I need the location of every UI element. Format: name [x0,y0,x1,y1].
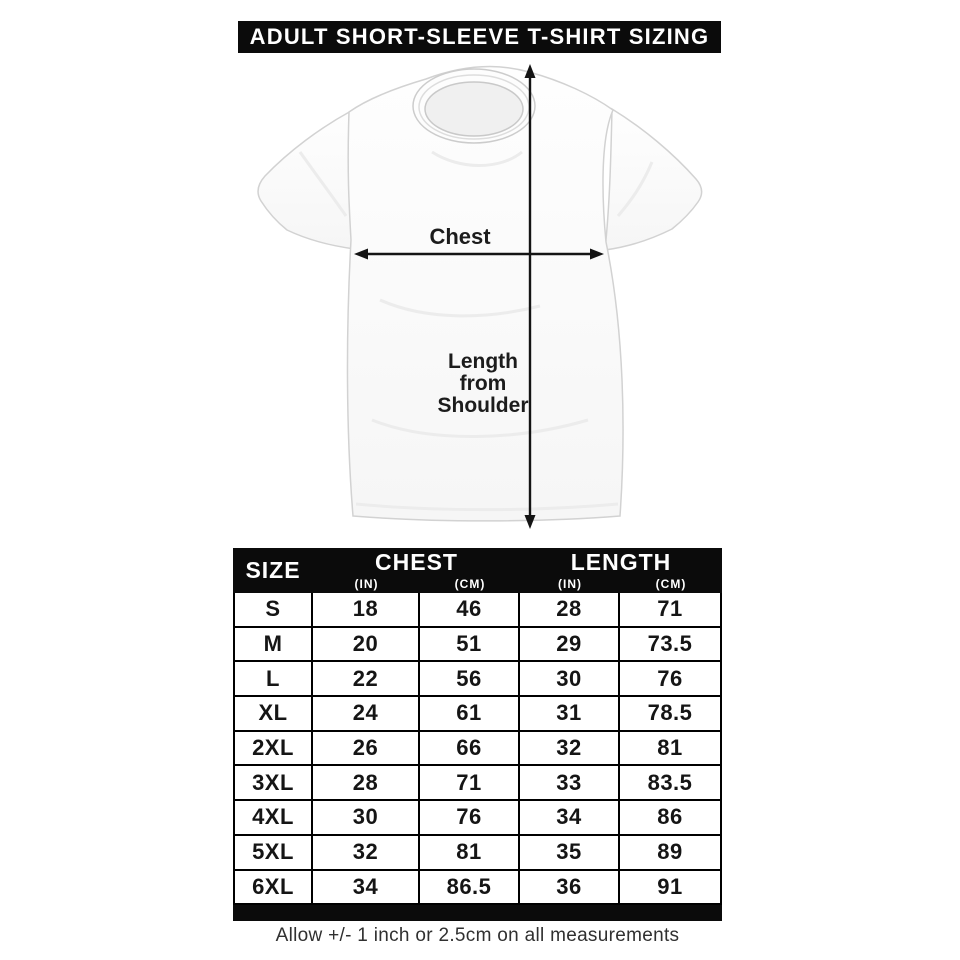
title-bar: ADULT SHORT-SLEEVE T-SHIRT SIZING [238,21,721,53]
value-cell: 66 [420,731,520,765]
value-cell: 89 [657,839,683,865]
length-label-line-2: from [460,372,507,395]
value-cell: 31 [520,697,620,730]
unit-chest-in: (IN) [354,576,379,591]
value-cell: 81 [657,735,683,761]
shirt-wrinkles [298,150,654,512]
size-cell: 6XL [235,870,313,904]
size-cell: L [235,662,313,696]
value-cell: 86.5 [420,870,520,904]
shirt-sleeve-right-shape [604,107,703,251]
table-header: SIZE CHEST LENGTH (IN) (CM) (IN) (CM) [233,548,722,593]
value-cell: 33 [520,766,620,800]
table-bottom-bar [233,905,722,922]
value-cell: 71 [657,596,683,622]
chest-label: Chest [429,224,491,249]
header-chest: CHEST [375,549,458,575]
shirt-body-shape [346,65,624,522]
header-size: SIZE [245,557,301,583]
value-cell: 51 [420,627,520,661]
value-cell: 18 [313,593,420,626]
length-label-line-1: Length [448,350,518,373]
table-row: 3XL 28 71 33 83.5 [235,766,720,802]
size-cell: M [235,627,313,661]
unit-length-cm: (CM) [655,576,687,591]
size-cell: XL [235,697,313,730]
table-row: 4XL 30 76 34 86 [235,801,720,836]
value-cell: 32 [520,731,620,765]
value-cell: 83.5 [647,769,693,795]
value-cell: 73.5 [647,631,693,657]
table-body: S 18 46 28 71 M 20 51 29 73.5 L 22 56 30 76 XL 24 61 31 78.… [233,593,722,906]
table-row: XL 24 61 31 78.5 [235,697,720,732]
value-cell: 71 [420,766,520,800]
value-cell: 20 [313,627,420,661]
unit-length-in: (IN) [558,576,582,591]
value-cell: 24 [313,697,420,730]
table-row: 5XL 32 81 35 89 [235,835,720,871]
length-label-line-3: Shoulder [437,394,528,417]
size-cell: S [235,593,313,626]
shirt-diagram-svg: Chest Length from Shoulder [257,64,703,529]
value-cell: 30 [520,662,620,696]
value-cell: 76 [657,665,683,691]
size-cell: 3XL [235,766,313,800]
value-cell: 28 [313,766,420,800]
value-cell: 91 [657,873,683,899]
chest-arrow [354,248,604,260]
table-row: S 18 46 28 71 [235,593,720,628]
unit-chest-cm: (CM) [454,576,486,591]
value-cell: 35 [520,835,620,869]
value-cell: 86 [657,804,683,830]
value-cell: 34 [520,801,620,834]
value-cell: 28 [520,593,620,626]
value-cell: 61 [420,697,520,730]
shirt-figure: Chest Length from Shoulder [230,52,730,542]
value-cell: 22 [313,662,420,696]
shirt-sleeve-left-shape [257,109,356,250]
table-row: 2XL 26 66 32 81 [235,731,720,767]
value-cell: 76 [420,801,520,834]
table-row: L 22 56 30 76 [235,662,720,698]
value-cell: 78.5 [647,700,693,726]
page-title: ADULT SHORT-SLEEVE T-SHIRT SIZING [249,24,710,49]
size-cell: 2XL [235,731,313,765]
table-row: M 20 51 29 73.5 [235,627,720,663]
value-cell: 30 [313,801,420,834]
value-cell: 32 [313,835,420,869]
value-cell: 34 [313,870,420,904]
value-cell: 81 [420,835,520,869]
size-cell: 5XL [235,835,313,869]
length-arrow [524,64,536,529]
collar-inner [424,81,524,137]
value-cell: 26 [313,731,420,765]
value-cell: 36 [520,870,620,904]
table-row: 6XL 34 86.5 36 91 [235,870,720,906]
value-cell: 46 [420,593,520,626]
value-cell: 56 [420,662,520,696]
size-cell: 4XL [235,801,313,834]
header-length: LENGTH [570,549,672,575]
value-cell: 29 [520,627,620,661]
tolerance-note: Allow +/- 1 inch or 2.5cm on all measure… [275,925,680,946]
